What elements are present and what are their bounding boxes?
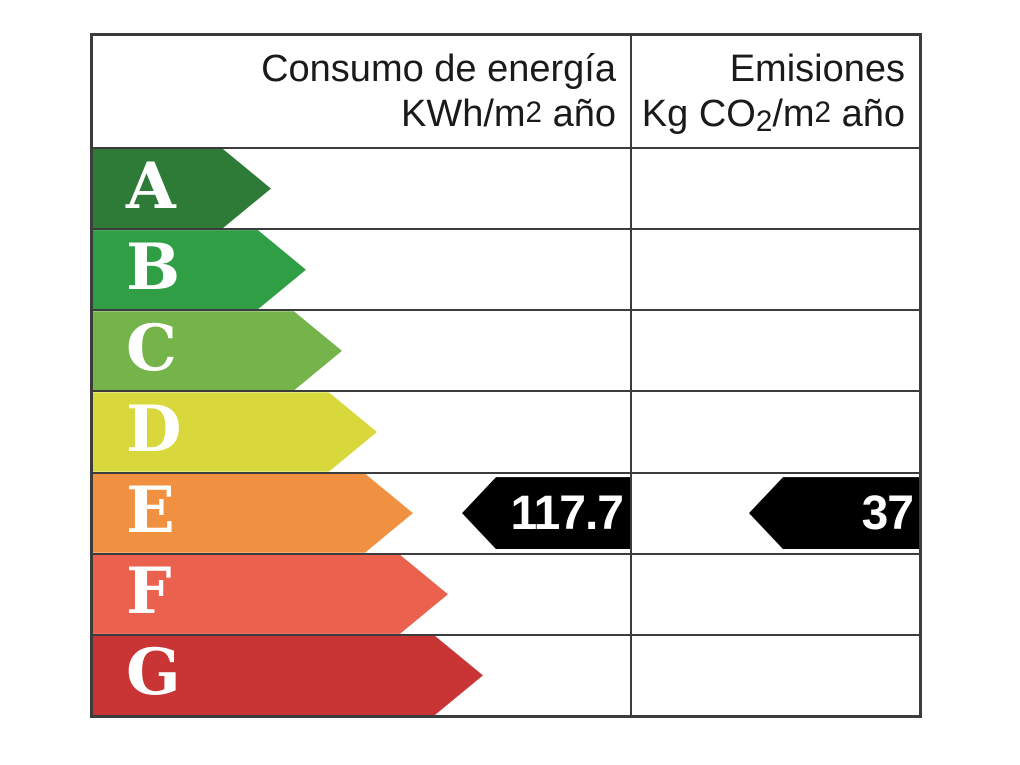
band-letter-b: B [126,229,181,305]
rating-table: Consumo de energía KWh/m2 año Emisiones … [90,33,922,718]
rating-row-c-consumption-cell: C [93,311,632,391]
subscript-2: 2 [755,105,773,139]
consumption-header-line2: KWh/m2 año [400,93,616,135]
superscript-2: 2 [814,96,832,130]
rating-row-g-consumption-cell: G [93,635,632,715]
emissions-column-header: Emisiones Kg CO2/m2 año [632,36,919,147]
rating-arrow-c: C [93,311,342,390]
rating-row-g-emissions-cell [632,636,919,715]
rating-arrow-g: G [93,636,483,715]
consumption-header-line1: Consumo de energía [261,48,616,90]
band-letter-f: F [126,554,172,630]
rating-row-a-consumption-cell: A [93,149,632,229]
band-letter-g: G [126,635,181,711]
rating-row-e-emissions-cell: 37 [632,474,919,553]
rating-row-b: B [93,230,919,312]
band-letter-a: A [126,148,176,224]
emissions-header-line1: Emisiones [729,48,905,90]
rating-row-c-emissions-cell [632,311,919,390]
rating-arrow-b: B [93,230,306,309]
band-letter-d: D [126,391,182,467]
emissions-header-line2: Kg CO2/m2 año [641,93,905,139]
rating-row-f-consumption-cell: F [93,554,632,634]
rating-row-a-emissions-cell [632,149,919,228]
rating-row-b-emissions-cell [632,230,919,309]
rating-row-e-consumption-cell: E 117.7 [93,473,632,553]
rating-row-g: G [93,635,919,715]
rating-arrow-f: F [93,555,448,634]
superscript-2: 2 [525,96,543,130]
rating-row-f: F [93,554,919,636]
rating-row-f-emissions-cell [632,555,919,634]
table-header: Consumo de energía KWh/m2 año Emisiones … [93,36,919,149]
rating-row-a: A [93,149,919,231]
consumption-value: 117.7 [510,486,624,540]
rating-row-d-emissions-cell [632,392,919,471]
rating-row-d-consumption-cell: D [93,392,632,472]
band-letter-c: C [126,310,177,386]
consumption-value-arrow: 117.7 [462,477,630,550]
rating-arrow-a: A [93,149,271,228]
rating-arrow-e: E [93,474,413,553]
rating-arrow-d: D [93,392,377,471]
consumption-column-header: Consumo de energía KWh/m2 año [93,36,632,147]
emissions-value-arrow: 37 [749,477,919,550]
emissions-value: 37 [861,486,914,540]
band-letter-e: E [126,473,175,549]
rating-row-d: D [93,392,919,474]
rating-row-b-consumption-cell: B [93,230,632,310]
rating-row-e: E 117.7 37 [93,473,919,555]
rating-row-c: C [93,311,919,393]
